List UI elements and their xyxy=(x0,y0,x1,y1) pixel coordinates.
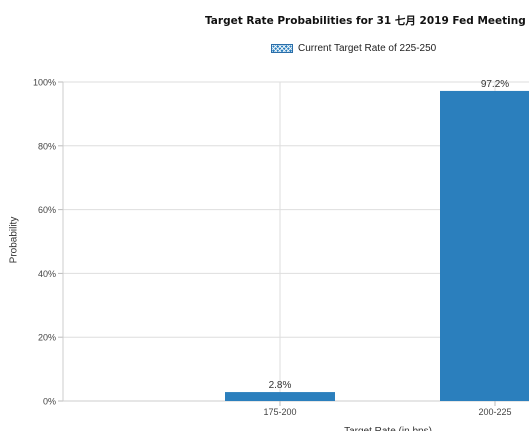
legend[interactable]: Current Target Rate of 225-250 xyxy=(271,43,436,54)
y-tick-label: 20% xyxy=(38,333,56,343)
y-tick-label: 80% xyxy=(38,141,56,151)
y-tick-label: 60% xyxy=(38,205,56,215)
x-axis-title: Target Rate (in bps) xyxy=(344,426,432,431)
y-tick-label: 40% xyxy=(38,269,56,279)
data-label: 2.8% xyxy=(269,380,292,391)
data-label: 97.2% xyxy=(481,79,509,90)
y-tick-label: 0% xyxy=(43,397,56,407)
chart-title: Target Rate Probabilities for 31 七月 2019… xyxy=(205,15,526,27)
legend-label: Current Target Rate of 225-250 xyxy=(298,43,437,54)
legend-swatch-icon xyxy=(271,44,293,53)
x-tick-label: 175-200 xyxy=(263,407,296,417)
y-tick-label: 100% xyxy=(33,78,56,88)
bar-200-225 xyxy=(440,90,529,401)
x-tick-label: 200-225 xyxy=(478,407,511,417)
bar-175-200 xyxy=(225,392,335,401)
